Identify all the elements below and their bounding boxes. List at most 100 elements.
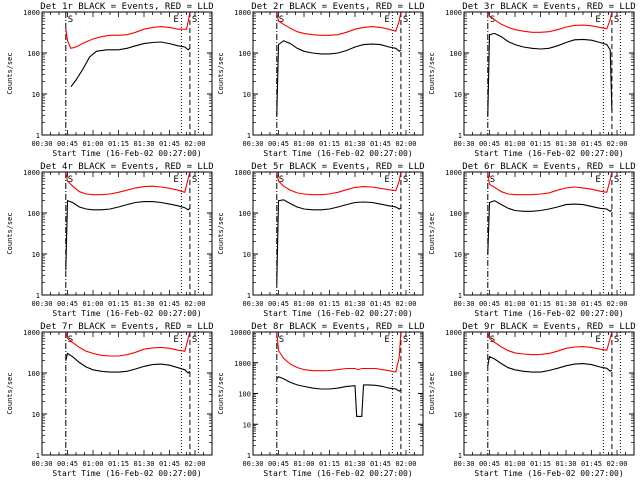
x-tick-label: 01:45 [581,140,602,148]
y-tick-label: 10 [243,251,251,259]
x-tick-label: 01:00 [293,460,314,468]
x-tick-label: 01:30 [344,140,365,148]
event-marker-S: S [490,175,495,185]
event-marker-S: S [490,335,495,345]
event-marker-E: E [173,15,178,25]
plot-frame [463,171,635,296]
x-tick-label: 01:00 [82,460,103,468]
x-tick-label: 00:45 [479,300,500,308]
lld-series-line [276,171,402,196]
plot-frame [41,171,213,296]
plot-frame [252,331,424,456]
x-tick-label: 00:45 [479,140,500,148]
x-tick-label: 01:45 [159,140,180,148]
x-tick-label: 02:00 [395,300,416,308]
y-axis-label: Counts/sec [428,52,436,94]
panel-det-8: Det 8r BLACK = Events, RED = LLD Counts/s… [217,322,425,478]
x-axis-label: Start Time (16-Feb-02 00:27:00) [263,309,412,318]
y-tick-label: 10000 [230,329,251,337]
x-tick-label: 01:30 [133,140,154,148]
plot-frame [252,171,424,296]
y-tick-label: 1000 [234,169,251,177]
event-marker-E: E [384,15,389,25]
x-tick-label: 01:15 [319,460,340,468]
x-tick-label: 01:30 [344,300,365,308]
x-tick-label: 00:30 [31,460,52,468]
y-tick-label: 100 [449,370,462,378]
x-axis-label: Start Time (16-Feb-02 00:27:00) [474,149,623,158]
x-tick-label: 01:15 [108,300,129,308]
x-tick-label: 01:30 [133,300,154,308]
y-axis-label: Counts/sec [6,212,14,254]
y-tick-label: 1000 [234,360,251,368]
x-tick-label: 00:30 [242,140,263,148]
event-marker-S: S [403,15,408,25]
y-tick-label: 1 [247,292,251,300]
x-tick-label: 01:30 [555,460,576,468]
x-tick-label: 00:45 [57,300,78,308]
y-tick-label: 1 [458,132,462,140]
events-series-line [487,355,613,373]
events-series-line [65,352,191,374]
y-axis-label: Counts/sec [217,52,225,94]
event-marker-E: E [384,175,389,185]
panel-title: Det 4r BLACK = Events, RED = LLD [40,162,213,172]
y-tick-label: 10 [454,251,462,259]
x-tick-label: 00:30 [453,460,474,468]
x-tick-label: 01:30 [344,460,365,468]
x-tick-label: 02:00 [395,140,416,148]
x-axis-label: Start Time (16-Feb-02 00:27:00) [474,469,623,478]
event-marker-E: E [384,335,389,345]
panel-title: Det 5r BLACK = Events, RED = LLD [251,162,424,172]
y-tick-label: 10 [243,91,251,99]
x-tick-label: 01:45 [370,460,391,468]
panel-det-6: Det 6r BLACK = Events, RED = LLD Counts/s… [428,162,636,318]
y-axis-label: Counts/sec [6,52,14,94]
x-tick-label: 01:00 [82,300,103,308]
y-tick-label: 1 [36,132,40,140]
event-marker-S: S [68,15,73,25]
x-tick-label: 00:45 [57,460,78,468]
x-tick-label: 00:30 [453,300,474,308]
event-marker-S: S [279,335,284,345]
x-tick-label: 00:30 [242,460,263,468]
plot-frame [463,11,635,136]
y-tick-label: 1000 [445,329,462,337]
panel-title: Det 8r BLACK = Events, RED = LLD [251,322,424,332]
x-tick-label: 00:45 [57,140,78,148]
events-series-line [65,199,191,271]
panel-title: Det 6r BLACK = Events, RED = LLD [462,162,635,172]
x-tick-label: 01:45 [159,460,180,468]
x-tick-label: 00:30 [31,140,52,148]
y-tick-label: 100 [27,370,40,378]
lld-series-line [65,171,191,196]
x-axis-label: Start Time (16-Feb-02 00:27:00) [52,149,201,158]
x-tick-label: 00:45 [268,460,289,468]
plot-frame [41,331,213,456]
y-tick-label: 1 [247,132,251,140]
event-marker-S: S [68,175,73,185]
y-tick-label: 1000 [23,169,40,177]
y-tick-label: 10 [454,411,462,419]
y-tick-label: 10 [454,91,462,99]
panel-title: Det 1r BLACK = Events, RED = LLD [40,2,213,12]
y-tick-label: 1000 [234,9,251,17]
lld-series-line [487,171,613,196]
plot-frame [41,11,213,136]
y-tick-label: 1 [247,452,251,460]
panel-title: Det 2r BLACK = Events, RED = LLD [251,2,424,12]
x-tick-label: 01:15 [530,300,551,308]
event-marker-E: E [595,335,600,345]
y-tick-label: 1 [36,452,40,460]
event-marker-S: S [279,175,284,185]
event-marker-S: S [403,335,408,345]
events-series-line [276,376,402,417]
lld-series-line [487,11,613,33]
x-axis-label: Start Time (16-Feb-02 00:27:00) [52,469,201,478]
event-marker-E: E [595,15,600,25]
x-tick-label: 02:00 [184,140,205,148]
event-marker-E: E [173,335,178,345]
y-tick-label: 1000 [23,329,40,337]
x-tick-label: 02:00 [184,300,205,308]
